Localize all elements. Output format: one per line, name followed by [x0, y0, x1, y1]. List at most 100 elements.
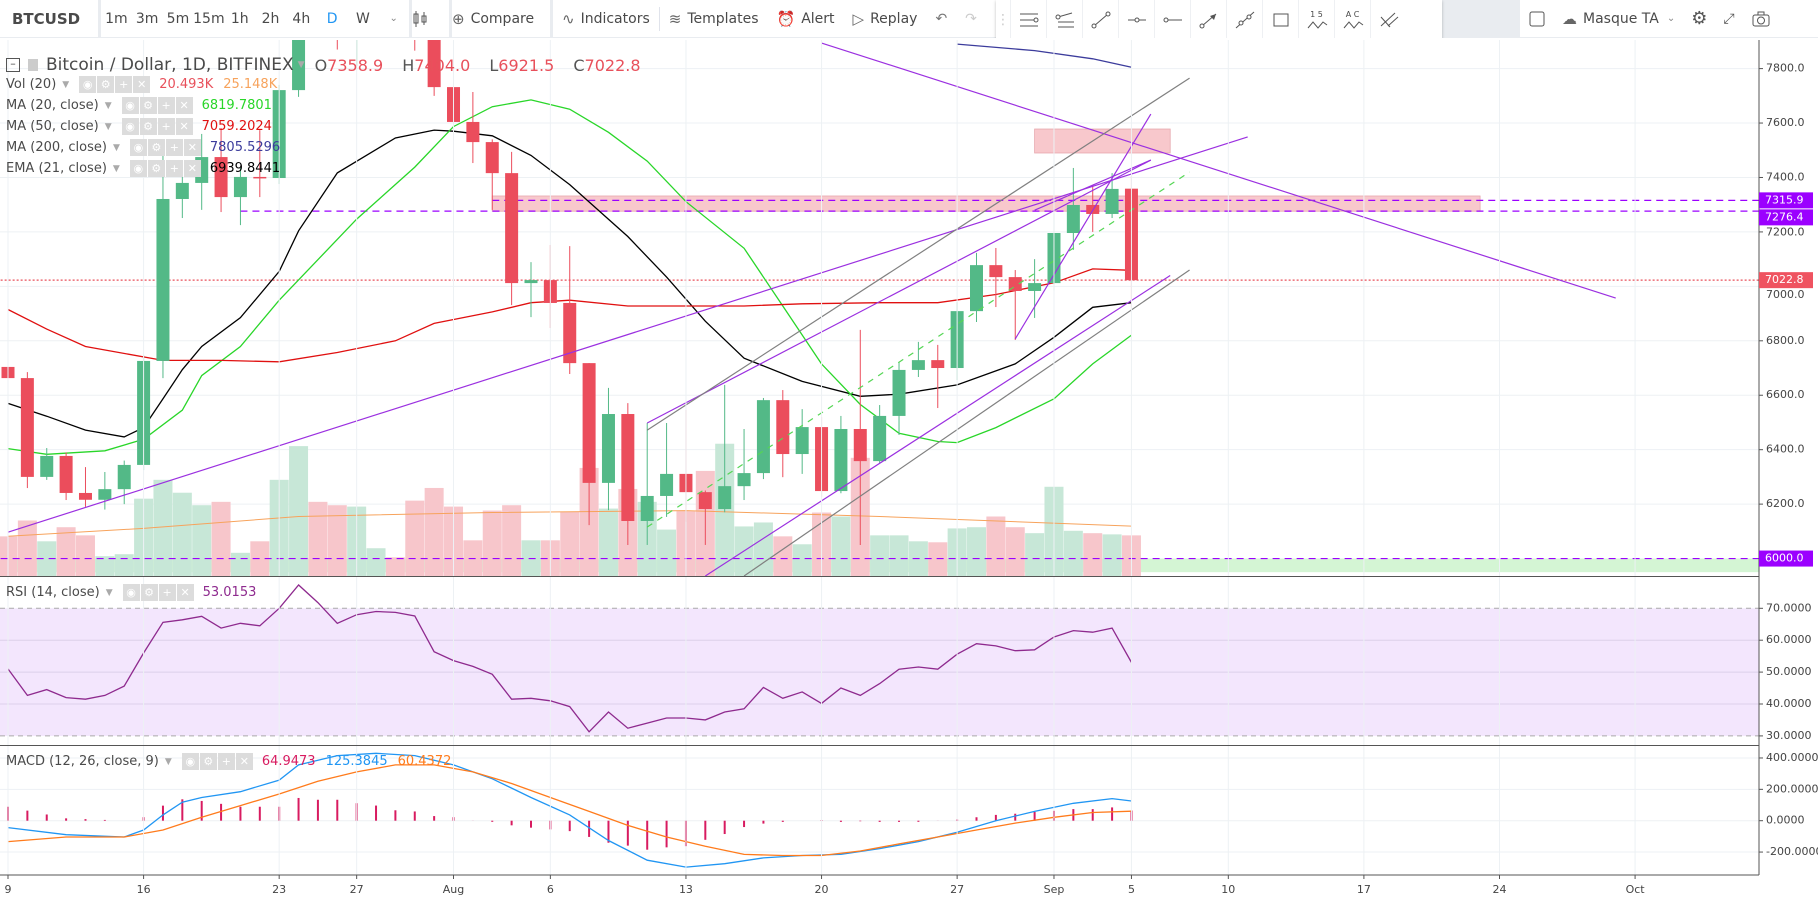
date-tick-label: Oct	[1626, 883, 1646, 896]
ma200-line	[957, 43, 1132, 68]
eye-icon[interactable]: ◉	[122, 584, 140, 601]
templates-label: Templates	[687, 10, 759, 27]
plus-icon[interactable]: +	[157, 118, 175, 135]
candle-body	[1008, 277, 1022, 291]
checkbox-square-icon[interactable]	[1520, 0, 1554, 37]
volume-bar	[230, 552, 250, 576]
interval-5m[interactable]: 5m	[166, 10, 190, 27]
plus-icon[interactable]: +	[158, 584, 176, 601]
legend-ema21: EMA (21, close) ▼ ◉ ⚙ + ✕ 6939.8441	[6, 160, 290, 177]
undo-icon[interactable]: ↶	[935, 10, 948, 27]
volume-bar	[17, 520, 37, 576]
close-icon[interactable]: ✕	[183, 160, 201, 177]
interval-3m[interactable]: 3m	[135, 10, 159, 27]
indicators-button[interactable]: ∿ Indicators	[553, 0, 659, 37]
plus-icon[interactable]: +	[165, 139, 183, 156]
camera-icon[interactable]	[1743, 0, 1779, 37]
volume-bar	[502, 505, 522, 576]
extended-line-icon[interactable]	[1226, 0, 1262, 40]
interval-4h[interactable]: 4h	[292, 10, 311, 27]
caret-down-icon[interactable]: ▼	[297, 60, 305, 70]
gear-icon[interactable]: ⚙	[147, 139, 165, 156]
masque-ta-dropdown[interactable]: ☁ Masque TA ⌄	[1554, 0, 1683, 37]
caret-down-icon[interactable]: ▼	[112, 142, 120, 153]
trend-line-drawing	[821, 42, 1616, 299]
pitchfork-icon[interactable]	[1046, 0, 1082, 40]
plus-icon[interactable]: +	[157, 97, 175, 114]
rectangle-icon[interactable]	[1262, 0, 1298, 40]
horizontal-line-icon[interactable]	[1154, 0, 1190, 40]
pattern-ac-icon[interactable]: A C	[1334, 0, 1370, 40]
gear-icon[interactable]: ⚙	[139, 97, 157, 114]
fullscreen-icon[interactable]: ⤢	[1723, 10, 1735, 27]
gear-icon[interactable]: ⚙	[1691, 8, 1708, 29]
gann-icon[interactable]	[1370, 0, 1406, 40]
vol-label[interactable]: Vol (20)	[6, 77, 57, 92]
alert-button[interactable]: ⏰ Alert	[768, 0, 844, 37]
eye-icon[interactable]: ◉	[121, 97, 139, 114]
parallel-lines-icon[interactable]	[1010, 0, 1046, 40]
chart-area[interactable]: 7800.0 7600.0 7400.0 7200.0 7000.0 6800.0 6600…	[0, 38, 1818, 905]
plus-icon[interactable]: +	[165, 160, 183, 177]
ema21-label[interactable]: EMA (21, close)	[6, 161, 107, 176]
candle-body	[233, 176, 247, 198]
interval-w[interactable]: W	[355, 10, 370, 27]
close-icon[interactable]: ✕	[235, 753, 253, 770]
interval-1h[interactable]: 1h	[230, 10, 249, 27]
plus-icon[interactable]: +	[217, 753, 235, 770]
symbol-label[interactable]: BTCUSD	[12, 9, 81, 28]
macd-label[interactable]: MACD (12, 26, close, 9)	[6, 754, 159, 769]
close-icon[interactable]: ✕	[133, 76, 151, 93]
eye-icon[interactable]: ◉	[181, 753, 199, 770]
caret-down-icon[interactable]: ▼	[112, 163, 120, 174]
trend-line-icon[interactable]	[1082, 0, 1118, 40]
ma20-label[interactable]: MA (20, close)	[6, 98, 99, 113]
horizontal-ray-icon[interactable]	[1118, 0, 1154, 40]
ma200-label[interactable]: MA (200, close)	[6, 140, 107, 155]
templates-button[interactable]: ≋ Templates	[660, 0, 768, 37]
caret-down-icon[interactable]: ▼	[105, 587, 113, 598]
replay-button[interactable]: ▷ Replay	[844, 0, 927, 37]
caret-down-icon[interactable]: ▼	[62, 79, 70, 90]
interval-d[interactable]: D	[326, 10, 338, 27]
caret-down-icon[interactable]: ▼	[104, 121, 112, 132]
caret-down-icon[interactable]: ▼	[164, 756, 172, 767]
rsi-label[interactable]: RSI (14, close)	[6, 585, 100, 600]
interval-1m[interactable]: 1m	[105, 10, 128, 27]
eye-icon[interactable]: ◉	[121, 118, 139, 135]
eye-icon[interactable]: ◉	[129, 139, 147, 156]
gear-icon[interactable]: ⚙	[139, 118, 157, 135]
chart-canvas[interactable]: 7800.07600.07400.07200.07000.06800.06600…	[0, 38, 1818, 905]
compare-label: Compare	[470, 10, 535, 27]
close-icon[interactable]: ✕	[175, 118, 193, 135]
interval-2h[interactable]: 2h	[261, 10, 280, 27]
interval-15m[interactable]: 15m	[193, 10, 225, 27]
compare-button[interactable]: ⊕ Compare	[452, 0, 550, 37]
chevron-down-icon[interactable]: ⌄	[389, 13, 398, 24]
eye-icon[interactable]: ◉	[129, 160, 147, 177]
eye-icon[interactable]: ◉	[79, 76, 97, 93]
plus-icon[interactable]: +	[115, 76, 133, 93]
redo-icon[interactable]: ↷	[965, 10, 977, 27]
gear-icon[interactable]: ⚙	[140, 584, 158, 601]
drag-handle[interactable]: ⋮	[996, 12, 1010, 28]
ma50-label[interactable]: MA (50, close)	[6, 119, 99, 134]
volume-bar	[1102, 534, 1122, 576]
gear-icon[interactable]: ⚙	[97, 76, 115, 93]
legend-ma20: MA (20, close) ▼ ◉ ⚙ + ✕ 6819.7801	[6, 97, 282, 114]
trend-line-drawing	[743, 269, 1190, 576]
close-icon[interactable]: ✕	[183, 139, 201, 156]
close-icon[interactable]: ✕	[175, 97, 193, 114]
arrow-icon[interactable]	[1190, 0, 1226, 40]
volume-bar	[95, 556, 115, 576]
series-title[interactable]: Bitcoin / Dollar, 1D, BITFINEX	[46, 55, 294, 75]
candle-body	[718, 486, 732, 510]
chart-type-button[interactable]	[412, 0, 449, 37]
gear-icon[interactable]: ⚙	[199, 753, 217, 770]
gear-icon[interactable]: ⚙	[147, 160, 165, 177]
symbol-search[interactable]: BTCUSD	[0, 0, 98, 37]
collapse-icon[interactable]: –	[6, 58, 20, 72]
caret-down-icon[interactable]: ▼	[104, 100, 112, 111]
close-icon[interactable]: ✕	[176, 584, 194, 601]
pattern-15-icon[interactable]: 1 5	[1298, 0, 1334, 40]
